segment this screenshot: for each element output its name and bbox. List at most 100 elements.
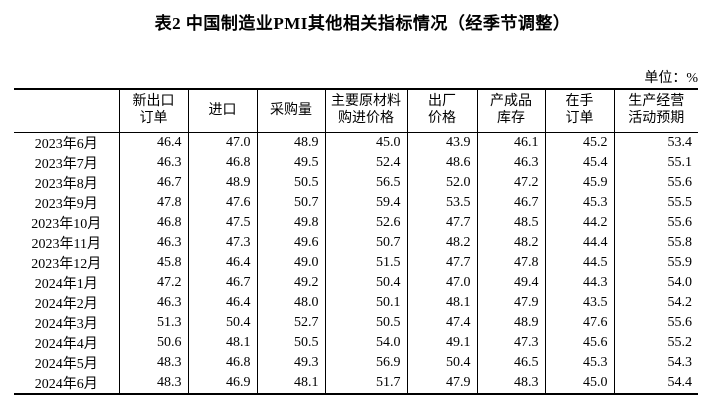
value-cell: 45.3 [545,193,615,213]
value-cell: 46.8 [188,353,258,373]
value-cell: 46.4 [188,293,258,313]
value-cell: 55.2 [667,335,693,350]
value-cell: 52.7 [257,313,326,333]
value-cell: 55.6 [667,175,693,190]
pmi-indicators-table: 新出口 订单 进口 采购量 主要原材料 购进价格 出厂 价格 产成品 库存 在手… [14,88,698,395]
value-cell: 50.4 [325,273,408,293]
month-cell: 2024年4月 [14,333,120,353]
value-cell: 54.2 [667,295,693,310]
value-cell: 54.4 [667,375,693,390]
header-cell-input-prices: 主要原材料 购进价格 [325,89,408,133]
month-cell: 2023年7月 [14,153,120,173]
value-cell: 44.2 [545,213,615,233]
value-cell: 49.6 [257,233,326,253]
table-row: 2024年6月 48.3 46.9 48.1 51.7 47.9 48.3 45… [14,373,698,394]
value-cell: 56.9 [325,353,408,373]
value-cell: 47.6 [188,193,258,213]
value-cell: 47.0 [188,132,258,153]
value-cell: 47.8 [477,253,546,273]
value-cell: 54.0 [325,333,408,353]
table-row: 2023年7月 46.3 46.8 49.5 52.4 48.6 46.3 45… [14,153,698,173]
value-cell: 54.0 [667,275,693,290]
value-cell: 45.3 [545,353,615,373]
value-cell: 51.5 [325,253,408,273]
value-cell: 47.2 [477,173,546,193]
month-cell: 2024年2月 [14,293,120,313]
value-cell: 45.0 [325,132,408,153]
value-cell: 53.4 [667,135,693,150]
value-cell: 54.3 [667,355,693,370]
value-cell: 51.3 [119,313,189,333]
month-cell: 2024年5月 [14,353,120,373]
page-title: 表2 中国制造业PMI其他相关指标情况（经季节调整） [154,14,571,33]
month-cell: 2024年1月 [14,273,120,293]
value-cell: 48.2 [477,233,546,253]
value-cell: 49.1 [407,333,478,353]
value-cell: 47.6 [545,313,615,333]
table-row: 2023年6月 46.4 47.0 48.9 45.0 43.9 46.1 45… [14,132,698,153]
header-cell-finished-goods-inventory: 产成品 库存 [477,89,546,133]
value-cell: 55.9 [667,255,693,270]
value-cell: 46.3 [119,293,189,313]
value-cell: 48.5 [477,213,546,233]
value-cell: 46.5 [477,353,546,373]
value-cell: 45.8 [119,253,189,273]
table-row: 2023年12月 45.8 46.4 49.0 51.5 47.7 47.8 4… [14,253,698,273]
table-row: 2023年11月 46.3 47.3 49.6 50.7 48.2 48.2 4… [14,233,698,253]
value-cell: 49.4 [477,273,546,293]
value-cell: 50.5 [257,173,326,193]
value-cell: 47.0 [407,273,478,293]
table-row: 2024年3月 51.3 50.4 52.7 50.5 47.4 48.9 47… [14,313,698,333]
value-cell: 47.9 [477,293,546,313]
table-row: 2023年8月 46.7 48.9 50.5 56.5 52.0 47.2 45… [14,173,698,193]
value-cell: 46.7 [188,273,258,293]
value-cell: 46.4 [188,253,258,273]
value-cell: 46.3 [119,233,189,253]
value-cell: 48.3 [477,373,546,394]
table-row: 2024年4月 50.6 48.1 50.5 54.0 49.1 47.3 45… [14,333,698,353]
value-cell: 47.7 [407,253,478,273]
value-cell: 48.9 [188,173,258,193]
value-cell: 45.6 [545,333,615,353]
value-cell: 48.1 [257,373,326,394]
value-cell: 47.9 [407,373,478,394]
value-cell: 48.9 [257,132,326,153]
value-cell: 49.0 [257,253,326,273]
value-cell: 50.4 [188,313,258,333]
month-cell: 2023年6月 [14,132,120,153]
header-cell-new-export-orders: 新出口 订单 [119,89,189,133]
value-cell: 47.4 [407,313,478,333]
value-cell: 59.4 [325,193,408,213]
value-cell: 47.3 [477,333,546,353]
header-row: 新出口 订单 进口 采购量 主要原材料 购进价格 出厂 价格 产成品 库存 在手… [14,89,698,133]
value-cell: 47.2 [119,273,189,293]
value-cell: 46.8 [188,153,258,173]
value-cell: 52.4 [325,153,408,173]
value-cell: 50.7 [257,193,326,213]
value-cell: 55.6 [667,215,693,230]
value-cell: 46.3 [477,153,546,173]
value-cell: 48.1 [407,293,478,313]
month-cell: 2023年8月 [14,173,120,193]
value-cell: 48.0 [257,293,326,313]
month-cell: 2024年3月 [14,313,120,333]
header-cell-purchasing-volume: 采购量 [257,89,326,133]
value-cell: 47.3 [188,233,258,253]
value-cell: 47.5 [188,213,258,233]
month-cell: 2023年10月 [14,213,120,233]
value-cell: 48.1 [188,333,258,353]
value-cell: 46.3 [119,153,189,173]
value-cell: 46.4 [119,132,189,153]
value-cell: 55.1 [667,155,693,170]
value-cell: 46.9 [188,373,258,394]
table-row: 2024年2月 46.3 46.4 48.0 50.1 48.1 47.9 43… [14,293,698,313]
value-cell: 52.6 [325,213,408,233]
value-cell: 45.0 [545,373,615,394]
value-cell: 49.2 [257,273,326,293]
header-cell-month [14,89,120,133]
value-cell: 50.4 [407,353,478,373]
value-cell: 43.5 [545,293,615,313]
header-cell-backlog-orders: 在手 订单 [545,89,615,133]
month-cell: 2024年6月 [14,373,120,394]
